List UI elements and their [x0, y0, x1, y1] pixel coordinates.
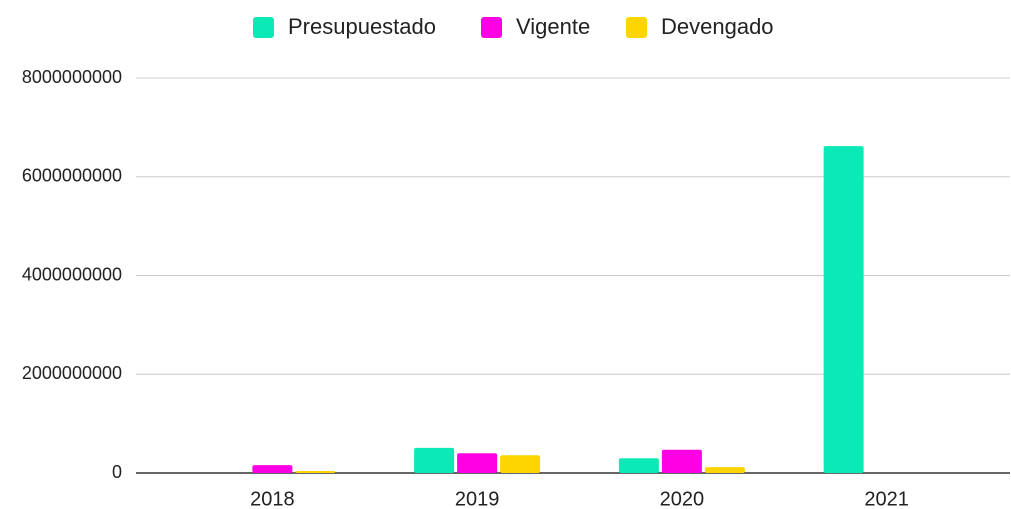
bar [414, 447, 455, 473]
y-tick-label: 8000000000 [22, 67, 122, 87]
bar [500, 455, 541, 473]
x-tick-label: 2020 [660, 488, 705, 509]
x-tick-label: 2019 [455, 488, 500, 509]
legend-swatch [253, 17, 274, 38]
legend-swatch [481, 17, 502, 38]
y-tick-label: 6000000000 [22, 166, 122, 186]
x-tick-label: 2021 [864, 488, 909, 509]
y-tick-label: 0 [112, 462, 122, 482]
bar [661, 449, 702, 473]
y-tick-label: 2000000000 [22, 363, 122, 383]
y-tick-label: 4000000000 [22, 264, 122, 284]
legend-label: Vigente [516, 14, 590, 39]
legend-swatch [626, 17, 647, 38]
legend-label: Devengado [661, 14, 774, 39]
bar [823, 146, 864, 473]
bar [295, 471, 336, 473]
bar [618, 458, 659, 473]
bar [704, 467, 745, 473]
legend-label: Presupuestado [288, 14, 436, 39]
x-tick-label: 2018 [250, 488, 295, 509]
bar [457, 453, 498, 473]
bar [252, 465, 293, 473]
